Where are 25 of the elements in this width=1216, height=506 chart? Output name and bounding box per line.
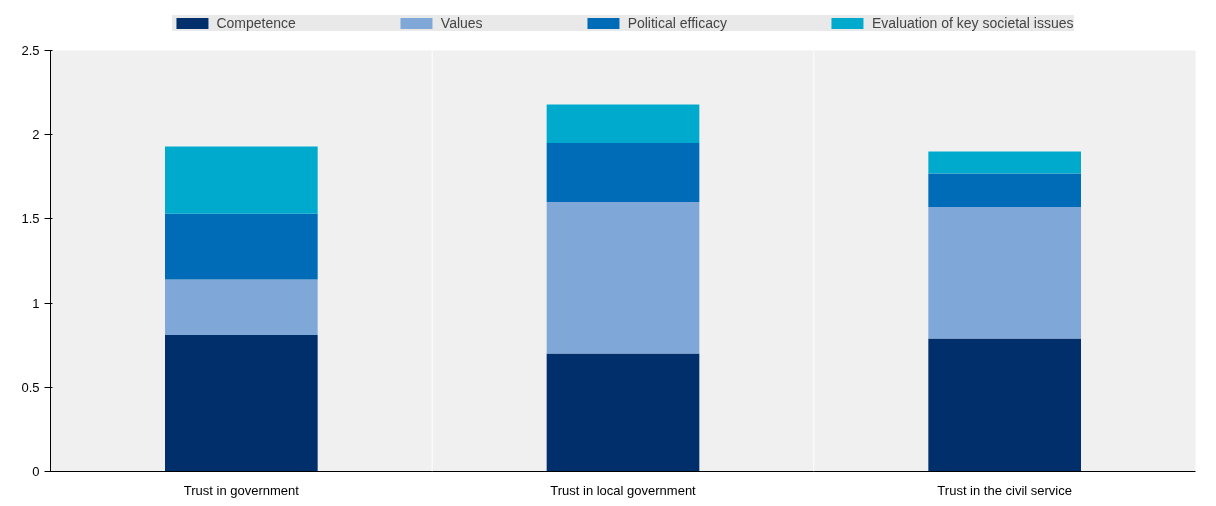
bar (165, 146, 318, 214)
y-tick-label: 2.5 (21, 43, 40, 58)
y-tick-label: 1.5 (21, 211, 40, 227)
x-tick-label: Trust in the civil service (937, 482, 1072, 498)
bar (928, 338, 1081, 472)
y-tick-label: 0.5 (21, 379, 40, 395)
y-tick-label: 1 (32, 295, 40, 311)
y-tick-label: 2 (32, 127, 40, 143)
legend-label: Evaluation of key societal issues (871, 14, 1074, 31)
x-tick-label: Trust in local government (550, 482, 697, 498)
bar (165, 279, 318, 336)
x-tick-label: Trust in government (183, 482, 300, 498)
y-tick-label: 0 (32, 464, 40, 479)
bar (928, 151, 1081, 174)
bar (928, 173, 1081, 208)
bar (928, 207, 1081, 339)
bar (165, 213, 318, 280)
legend-label: Values (440, 14, 483, 31)
bar (546, 202, 700, 354)
legend-label: Political efficacy (627, 14, 727, 31)
bar (546, 104, 700, 144)
bar (546, 353, 700, 472)
bar (165, 335, 318, 472)
bar (546, 143, 700, 203)
legend-label: Competence (216, 14, 296, 31)
